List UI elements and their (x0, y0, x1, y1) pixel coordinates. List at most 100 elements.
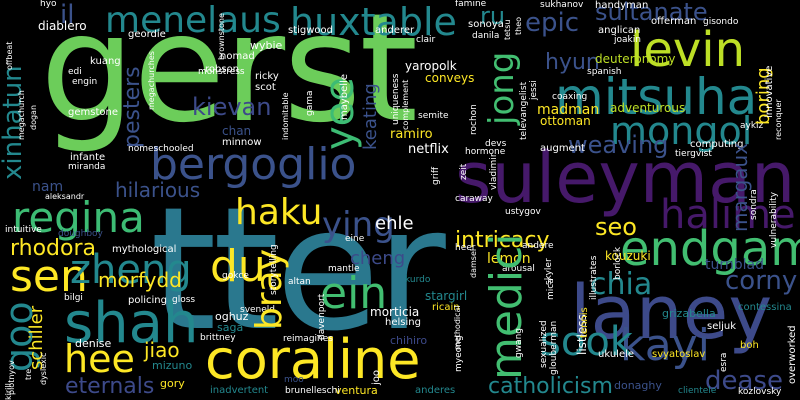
word-sonoya: sonoya (468, 19, 504, 30)
word-nam: nam (32, 179, 64, 195)
word-handyman: handyman (595, 0, 649, 11)
word-sen: sen (10, 251, 88, 302)
word-danila: danila (472, 31, 500, 41)
word-jessi: jessi (529, 80, 539, 100)
word-tennis: tennis (579, 307, 590, 338)
word-ramiro: ramiro (390, 127, 433, 142)
word-kirill: kirill (4, 383, 13, 400)
word-sook: sook (540, 319, 633, 365)
word-turnblad: turnblad (705, 257, 764, 273)
word-miranda: miranda (68, 162, 106, 172)
word-offbeat: offbeat (5, 41, 14, 70)
word-corny: corny (725, 266, 798, 296)
word-stargirl: stargirl (425, 289, 468, 303)
word-margaux: margaux (728, 142, 752, 232)
word-kuang: kuang (90, 56, 121, 67)
word-skyler: skyler (544, 258, 554, 285)
word-ustygov: ustygov (505, 207, 541, 217)
word-griff: griff (431, 166, 441, 185)
word-esra: esra (719, 352, 729, 372)
word-sveneld: sveneld (240, 305, 276, 315)
word-hee: hee (64, 337, 135, 381)
word-joakin: joakin (614, 35, 641, 45)
word-illustrates: illustrates (589, 255, 599, 300)
word-sukhanov: sukhanov (540, 0, 584, 10)
word-reimagines: reimagines (283, 334, 333, 344)
word-rochon: rochon (469, 104, 479, 135)
word-kievan: kievan (192, 93, 272, 121)
word-zheng: zheng (70, 247, 192, 293)
word-menelaus: menelaus (105, 0, 281, 41)
word-davenport: davenport (317, 293, 327, 340)
word-overworked: overworked (787, 325, 798, 384)
word-chan: chan (222, 124, 252, 138)
word-sexualized: sexualized (539, 320, 549, 368)
word-chihiro: chihiro (390, 334, 428, 347)
word-nomad: nomad (220, 51, 255, 62)
word-gloss: gloss (172, 295, 196, 305)
word-uniqueness: uniqueness (391, 73, 401, 125)
word-moo: moo (284, 375, 304, 385)
word-clientele: clientele (678, 386, 717, 396)
word-diablero: diablero (38, 19, 87, 33)
word-hilarious: hilarious (115, 178, 201, 202)
word-regina: regina (12, 193, 145, 242)
word-ricky: ricky (255, 71, 279, 82)
word-robson: robson (205, 64, 240, 75)
word-borlock: borlock (613, 246, 623, 280)
word-coaxing: coaxing (552, 92, 588, 102)
word-caraway: caraway (455, 194, 493, 204)
word-weaving: weaving (568, 131, 669, 159)
word-endgame: endgame (620, 221, 800, 277)
word-cheng: cheng (350, 248, 406, 269)
word-megachurches: megachurches (147, 51, 156, 110)
word-heer: heer (455, 243, 476, 253)
word-ehle: ehle (375, 213, 414, 234)
word-hyun: hyun (545, 50, 600, 75)
word-sondra: sondra (749, 189, 759, 220)
word-tetsu: tetsu (503, 19, 512, 40)
word-anglican: anglican (598, 25, 641, 36)
word-catholicism: catholicism (488, 374, 613, 399)
word-tter: tter (150, 171, 446, 369)
word-deuteronomy: deuteronomy (595, 52, 676, 66)
word-kurdo: kurdo (405, 275, 431, 285)
word-indomitable: indomitable (281, 92, 290, 140)
word-ventura: ventura (335, 384, 378, 397)
word-ein: ein (320, 268, 388, 319)
word-computing: computing (690, 139, 744, 150)
word-famine: famine (455, 0, 487, 9)
word-devs: devs (485, 139, 507, 149)
word-halime: halime (660, 192, 796, 238)
word-sultanate: sultanate (595, 0, 708, 26)
word-keating: keating (360, 83, 381, 150)
word-altan: altan (288, 277, 311, 287)
word-yaropolk: yaropolk (405, 59, 457, 73)
word-engin: engin (72, 77, 98, 87)
word-dogan: dogan (29, 104, 38, 130)
word-levin: levin (630, 22, 746, 78)
word-adventurous: adventurous (610, 101, 686, 115)
word-epic: epic (525, 8, 580, 38)
word-intricacy: intricacy (455, 228, 550, 253)
word-jiao: jiao (144, 338, 180, 362)
word-edi: edi (68, 67, 82, 77)
word-il: il (60, 0, 75, 30)
word-maybelle: maybelle (339, 74, 350, 120)
word-stigwood: stigwood (288, 25, 334, 36)
word-du: du (210, 241, 266, 292)
word-oghuz: oghuz (215, 310, 249, 323)
word-pesters: pesters (120, 66, 145, 148)
word-mizuno: mizuno (152, 359, 193, 372)
word-joo: joo (371, 369, 382, 385)
word-eternals: eternals (65, 374, 155, 399)
word-boh: boh (740, 340, 759, 351)
word-reconquer: reconquer (774, 99, 783, 140)
word-intuitive: intuitive (5, 225, 42, 235)
word-mongol: mongol (610, 109, 753, 153)
word-geordie: geordie (128, 29, 166, 40)
word-monstress: monstress (198, 67, 245, 77)
word-zeit: zeit (459, 163, 469, 180)
word-donaghy: donaghy (614, 379, 662, 392)
